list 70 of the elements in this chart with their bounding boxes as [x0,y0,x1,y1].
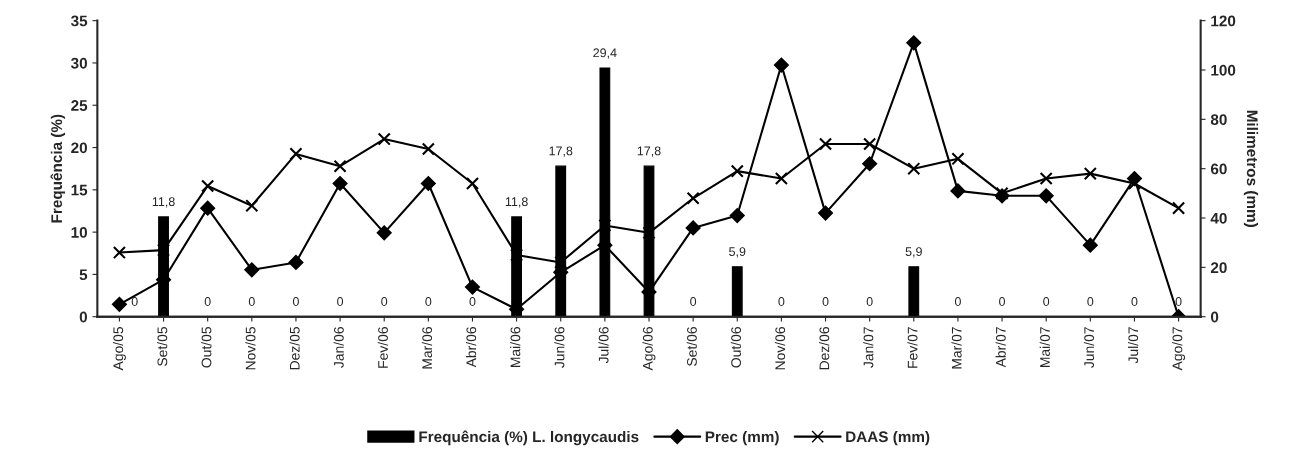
x-tick-label: Fev/06 [377,327,388,368]
x-tick-label: Out/05 [201,327,212,368]
data-label: 0 [1087,297,1094,306]
y-tick-label: 15 [71,184,88,196]
y-tick-label: 25 [71,100,88,111]
data-label: 0 [690,297,697,306]
legend-label: Prec (mm) [705,430,779,446]
x-tick-label: Ago/05 [112,327,126,371]
x-tick-label: Jan/06 [333,327,344,368]
x-tick-label: Fev/07 [907,327,918,368]
x-tick-label: Mar/07 [951,327,962,369]
x-tick-label: Abr/07 [995,327,1006,368]
data-label: 0 [381,297,388,306]
x-tick-label: Ago/06 [642,327,656,371]
x-tick-label: Jul/07 [1127,327,1139,364]
data-label: 0 [954,297,961,306]
x-tick-label: Nov/05 [245,327,256,370]
data-label: 0 [1131,297,1138,306]
y2-tick-label: 20 [1210,262,1227,274]
legend-label: DAAS (mm) [846,430,930,446]
data-label: 17,8 [637,146,661,157]
y-tick-label: 35 [70,15,88,27]
y2-tick-label: 120 [1211,15,1236,27]
data-label: 29,4 [593,48,617,59]
data-label: 0 [1043,297,1050,306]
data-label: 11,8 [152,197,175,208]
x-tick-label: Dez/05 [289,327,300,370]
y-tick-label: 20 [71,142,87,154]
x-tick-label: Dez/06 [819,327,830,370]
data-label: 5,9 [729,247,746,258]
data-label: 0 [131,297,138,306]
y2-tick-label: 80 [1210,114,1227,126]
y-tick-label: 0 [79,311,87,323]
y2-tick-label: 40 [1210,212,1227,224]
x-tick-label: Jul/06 [598,327,609,364]
x-tick-label: Jan/07 [863,327,874,368]
x-tick-label: Set/05 [157,327,168,366]
x-tick-label: Mar/06 [421,327,433,369]
y2-tick-label: 60 [1210,163,1227,175]
data-label: 11,8 [505,197,528,208]
y-tick-label: 5 [79,269,88,281]
x-tick-label: Jun/06 [554,327,565,368]
data-label: 0 [337,297,344,306]
data-label: 0 [292,297,299,306]
x-tick-label: Abr/06 [466,327,477,368]
y2-tick-label: 0 [1210,311,1219,323]
legend-label: Frequência (%) L. longycaudis [419,430,639,446]
data-label: 0 [248,297,255,306]
x-tick-label: Out/06 [730,327,741,368]
y2-tick-label: 100 [1211,64,1236,76]
data-label: 0 [204,297,211,306]
x-tick-label: Set/06 [686,327,697,366]
y-tick-label: 30 [70,57,87,69]
data-label: 0 [822,297,829,306]
data-label: 0 [1175,297,1182,306]
data-label: 0 [778,297,785,306]
x-tick-label: Mai/07 [1039,327,1050,367]
x-tick-label: Nov/06 [774,327,786,370]
data-label: 17,8 [549,146,573,157]
data-label: 5,9 [905,247,922,258]
x-tick-label: Ago/07 [1172,327,1186,371]
data-label: 0 [999,297,1006,306]
y2-axis-title: Milimetros (mm) [1243,110,1259,227]
data-label: 0 [469,297,476,306]
y-tick-label: 10 [71,226,87,238]
x-tick-label: Mai/06 [510,327,521,367]
data-label: 0 [866,297,873,306]
y-axis-title: Frequência (%) [50,114,66,223]
data-label: 0 [425,297,432,306]
x-tick-label: Jun/07 [1083,327,1095,368]
